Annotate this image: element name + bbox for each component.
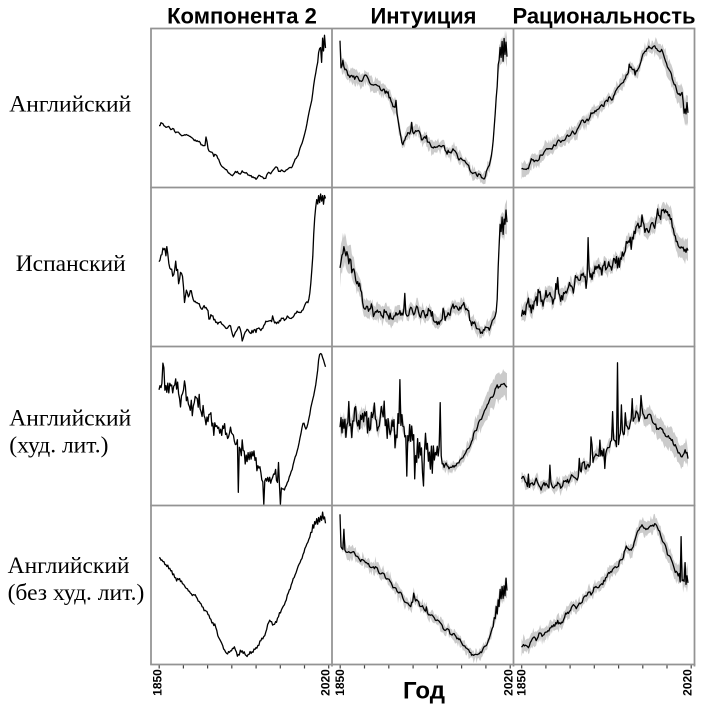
svg-text:2020: 2020 xyxy=(680,669,694,696)
svg-text:Интуиция: Интуиция xyxy=(370,4,476,29)
svg-text:Компонента 2: Компонента 2 xyxy=(167,4,317,29)
svg-text:Год: Год xyxy=(403,678,445,705)
svg-text:Английский: Английский xyxy=(9,406,131,432)
svg-text:2020: 2020 xyxy=(318,669,332,696)
svg-text:Рациональность: Рациональность xyxy=(512,4,695,29)
svg-text:1850: 1850 xyxy=(333,669,347,696)
svg-text:(без худ. лит.): (без худ. лит.) xyxy=(8,580,145,606)
svg-text:Английский: Английский xyxy=(8,553,130,579)
svg-text:Английский: Английский xyxy=(9,92,131,118)
svg-text:1850: 1850 xyxy=(514,669,528,696)
svg-text:Испанский: Испанский xyxy=(16,251,126,277)
svg-text:2020: 2020 xyxy=(502,669,516,696)
svg-text:1850: 1850 xyxy=(151,669,165,696)
svg-text:(худ. лит.): (худ. лит.) xyxy=(9,433,108,459)
